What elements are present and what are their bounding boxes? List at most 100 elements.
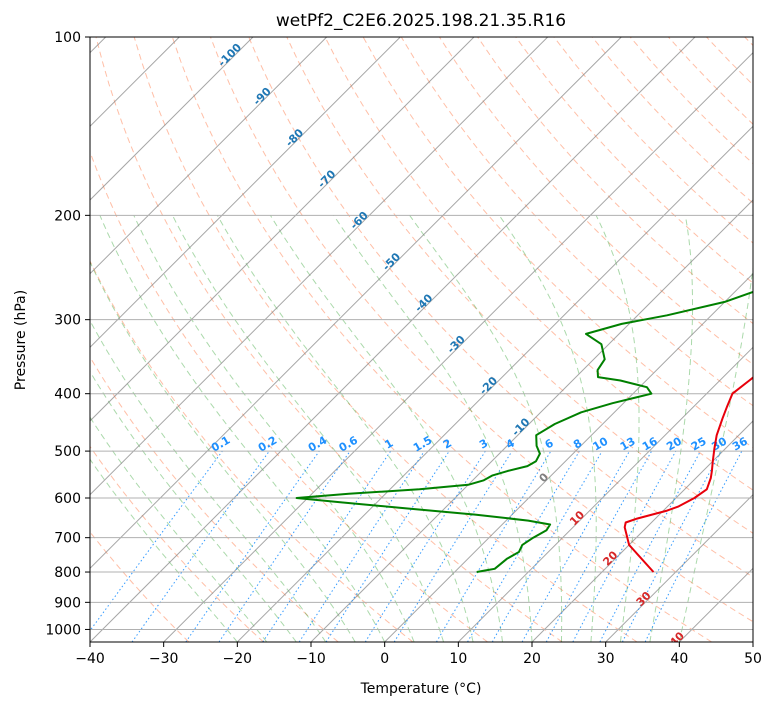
- mixing-ratio-labels: 0.1 0.2 0.4 0.6 1 1.5 2 3 4 6 8 10 13 16 20 25 30 36: [209, 433, 750, 454]
- isotherm-line: [310, 199, 753, 642]
- isotherm-line: [90, 37, 622, 570]
- mixing-ratio-line: [364, 450, 486, 642]
- x-tick-label: −20: [223, 651, 253, 667]
- mixing-ratio-label: 4: [504, 436, 517, 451]
- moist-adiabat: [90, 319, 327, 642]
- x-tick-label: 50: [744, 651, 762, 667]
- y-tick-label: 1000: [45, 622, 81, 638]
- moist-adiabat: [90, 370, 297, 642]
- isotherm-label: -90: [251, 85, 274, 108]
- y-axis-title: Pressure (hPa): [13, 290, 29, 390]
- mixing-ratio-label: 6: [543, 436, 556, 451]
- dry-adiabat: [515, 37, 753, 284]
- isotherm-label: 20: [600, 548, 620, 568]
- isotherm-label: -30: [445, 333, 468, 356]
- dry-adiabat: [95, 37, 563, 642]
- isotherm-label: 10: [567, 508, 587, 528]
- y-tick-label: 700: [54, 531, 81, 547]
- moist-adiabat: [99, 215, 386, 642]
- dewpoint-line: [295, 290, 753, 573]
- isotherm-line: [90, 37, 475, 422]
- y-tick-label: 200: [54, 208, 81, 224]
- dry-adiabat: [133, 37, 638, 642]
- isotherm-line: [90, 37, 696, 642]
- x-axis-title: Temperature (°C): [360, 681, 482, 697]
- dry-adiabat: [90, 259, 414, 642]
- moist-adiabat: [216, 215, 474, 642]
- dry-adiabat: [286, 37, 753, 534]
- mixing-ratio-line: [545, 450, 653, 642]
- dry-adiabat: [90, 150, 488, 642]
- y-tick-label: 300: [54, 313, 81, 329]
- moist-adiabat: [595, 215, 640, 642]
- x-axis: −40 −30 −20 −10 0 10 20 30 40 50: [75, 642, 762, 667]
- isotherm-line: [752, 641, 753, 642]
- isotherm-label: 40: [667, 629, 687, 649]
- moist-adiabat: [133, 215, 415, 642]
- isotherm-line: [457, 346, 753, 642]
- moist-adiabat: [90, 416, 268, 642]
- isotherm-line: [90, 37, 328, 275]
- dry-adiabat: [706, 37, 753, 86]
- sounding-series: [295, 290, 753, 573]
- isotherm-line: [531, 420, 753, 642]
- isotherm-line: [678, 567, 753, 642]
- dry-adiabat: [90, 356, 339, 642]
- y-tick-label: 100: [54, 30, 81, 46]
- moist-adiabat: [409, 215, 563, 642]
- isotherm-label: -100: [215, 41, 244, 70]
- mixing-ratio-line: [90, 450, 223, 632]
- pressure-gridlines: [90, 37, 753, 630]
- x-tick-label: 30: [597, 651, 615, 667]
- isotherm-line: [90, 37, 401, 349]
- y-tick-label: 500: [54, 444, 81, 460]
- plot-frame: [89, 36, 754, 643]
- moist-adiabat: [269, 215, 503, 642]
- moist-adiabat: [172, 215, 445, 642]
- moist-adiabat: [90, 458, 238, 642]
- mixing-ratio-line: [644, 450, 743, 642]
- y-tick-label: 400: [54, 387, 81, 403]
- mixing-ratio-line: [218, 450, 351, 642]
- isotherm-line: [605, 493, 753, 642]
- x-tick-label: 20: [523, 651, 541, 667]
- x-tick-label: −40: [75, 651, 105, 667]
- temperature-line: [623, 376, 753, 573]
- isotherm-line: [163, 51, 753, 642]
- dry-adiabat: [248, 37, 753, 578]
- dry-adiabat: [553, 37, 753, 244]
- dry-adiabat: [668, 37, 753, 125]
- background-lines: [90, 37, 753, 642]
- x-tick-label: 40: [670, 651, 688, 667]
- y-axis: 100 200 300 400 500 600 700 800 900 1000: [45, 30, 90, 638]
- y-tick-label: 600: [54, 491, 81, 507]
- isotherm-line: [90, 37, 254, 201]
- moist-adiabat: [333, 215, 533, 642]
- isotherm-label: 30: [634, 589, 654, 609]
- moist-adiabat: [90, 260, 356, 642]
- isotherm-line: [236, 125, 753, 642]
- dry-adiabat: [324, 37, 753, 491]
- mixing-ratio-label: 2: [441, 437, 454, 452]
- x-tick-label: −10: [296, 651, 326, 667]
- isotherm-label: -50: [380, 250, 403, 273]
- mixing-ratio-line: [572, 450, 677, 642]
- isotherm-line: [90, 37, 549, 496]
- mixing-ratio-line: [185, 450, 320, 642]
- x-tick-label: 0: [380, 651, 389, 667]
- dry-adiabat: [90, 445, 264, 642]
- isotherm-label: -40: [412, 291, 435, 314]
- chart-title: wetPf2_C2E6.2025.198.21.35.R16: [276, 11, 566, 31]
- moist-adiabat: [678, 264, 753, 642]
- isotherm-line: [384, 272, 753, 642]
- y-tick-label: 900: [54, 595, 81, 611]
- y-tick-label: 800: [54, 565, 81, 581]
- dry-adiabat: [744, 37, 753, 47]
- x-tick-label: −30: [149, 651, 179, 667]
- mixing-ratio-line: [298, 450, 425, 642]
- mixing-ratio-line: [325, 450, 450, 642]
- mixing-ratio-line: [393, 450, 513, 642]
- dry-adiabat: [171, 37, 712, 642]
